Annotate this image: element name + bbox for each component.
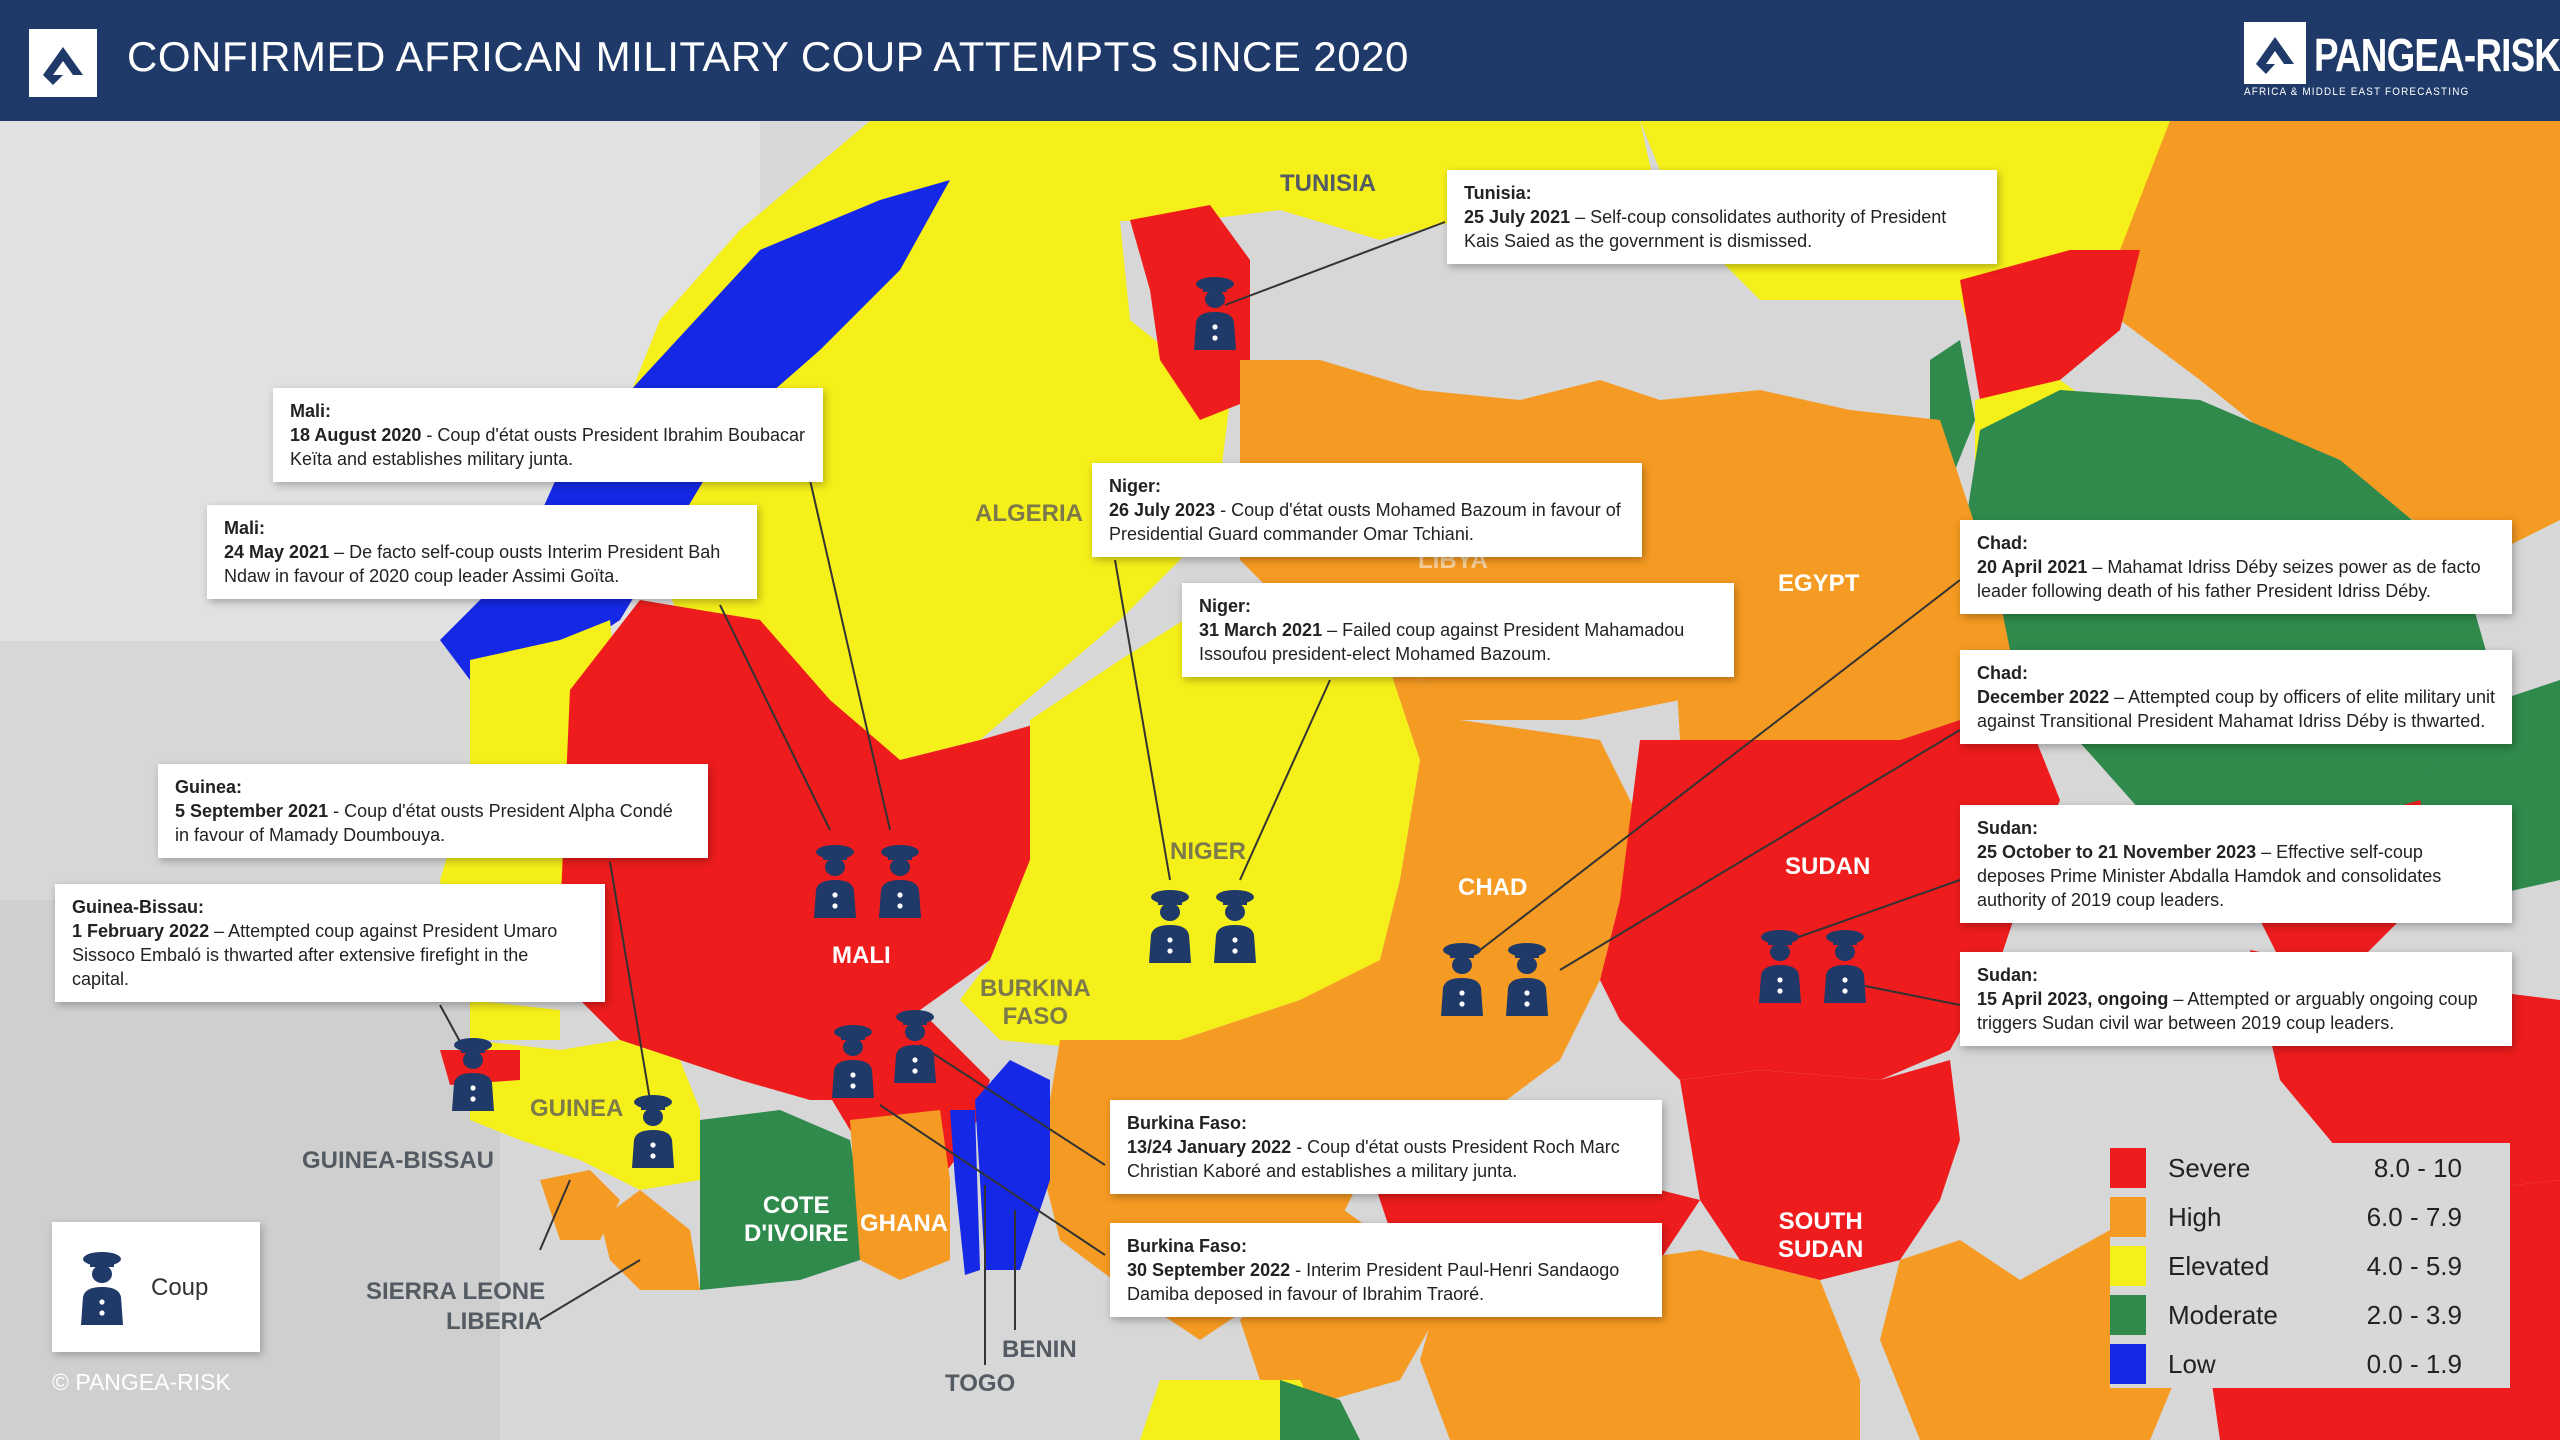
region-benin (975, 1060, 1050, 1270)
callout-chad-2021: Chad: 20 April 2021 – Mahamat Idriss Déb… (1960, 520, 2512, 614)
legend-row-moderate: Moderate 2.0 - 3.9 (2110, 1290, 2510, 1339)
region-uganda (1880, 1240, 2020, 1440)
label-cote-divoire: COTE D'IVOIRE (744, 1192, 849, 1247)
soldier-icon (1824, 930, 1866, 1003)
coup-key-label: Coup (151, 1274, 209, 1301)
label-algeria: ALGERIA (975, 500, 1083, 527)
label-liberia: LIBERIA (446, 1308, 542, 1335)
callout-mali-2020: Mali: 18 August 2020 - Coup d'état ousts… (273, 388, 823, 482)
brand-mark-icon (2244, 22, 2306, 84)
mali2-leader (719, 604, 831, 831)
pangea-logo-icon (29, 29, 97, 97)
legend-swatch (2110, 1148, 2146, 1188)
soldier-icon (632, 1095, 674, 1168)
region-egypt (1660, 390, 2020, 740)
legend-swatch (2110, 1197, 2146, 1237)
soldier-icon (452, 1038, 494, 1111)
copyright-text: © PANGEA-RISK (52, 1369, 231, 1395)
callout-niger-2023: Niger: 26 July 2023 - Coup d'état ousts … (1092, 463, 1642, 557)
sudan1-leader (1789, 879, 1961, 941)
label-togo: TOGO (945, 1370, 1016, 1397)
label-south-sudan: SOUTH SUDAN (1778, 1208, 1864, 1263)
legend-row-severe: Severe 8.0 - 10 (2110, 1143, 2510, 1192)
sudan2-leader (1859, 984, 1961, 1006)
region-south-sudan (1680, 1060, 1960, 1280)
legend-swatch (2110, 1295, 2146, 1335)
leader-lines (439, 221, 1961, 1365)
callout-sudan-2021: Sudan: 25 October to 21 November 2023 – … (1960, 805, 2512, 923)
burkina2-leader (879, 1104, 1106, 1256)
soldier-icon (1506, 943, 1548, 1016)
guinea-leader (609, 861, 651, 1101)
label-mali: MALI (832, 942, 891, 969)
region-tunisia (1130, 205, 1250, 420)
coup-key-box: Coup (52, 1222, 260, 1352)
label-guinea: GUINEA (530, 1095, 624, 1122)
region-turkey-iraq (2120, 121, 2560, 560)
sierra-leone-leader (539, 1179, 571, 1251)
callout-mali-2021: Mali: 24 May 2021 – De facto self-coup o… (207, 505, 757, 599)
soldier-icon (879, 845, 921, 918)
region-sudan (1600, 700, 2060, 1080)
niger2-leader (1239, 679, 1331, 881)
region-syria (1960, 250, 2140, 400)
callout-burkina-2022-sep: Burkina Faso: 30 September 2022 - Interi… (1110, 1223, 1662, 1317)
label-sierra-leone: SIERRA LEONE (366, 1278, 546, 1305)
brand-name: PANGEA-RISK (2314, 29, 2560, 81)
niger1-leader (1114, 559, 1171, 881)
callout-sudan-2023: Sudan: 15 April 2023, ongoing – Attempte… (1960, 952, 2512, 1046)
region-sierra-leone (540, 1170, 620, 1240)
legend-swatch (2110, 1344, 2146, 1384)
risk-legend: Severe 8.0 - 10 High 6.0 - 7.9 Elevated … (2110, 1143, 2510, 1388)
region-chad (1380, 640, 1640, 1160)
label-burkina-faso: BURKINA FASO (980, 975, 1091, 1030)
soldier-icon (1441, 943, 1483, 1016)
legend-row-high: High 6.0 - 7.9 (2110, 1192, 2510, 1241)
label-tunisia: TUNISIA (1280, 170, 1376, 197)
region-togo (950, 1110, 980, 1275)
label-chad: CHAD (1458, 874, 1528, 901)
region-senegal (470, 1000, 560, 1040)
legend-row-elevated: Elevated 4.0 - 5.9 (2110, 1241, 2510, 1290)
legend-row-low: Low 0.0 - 1.9 (2110, 1339, 2510, 1388)
liberia-leader (539, 1259, 641, 1321)
brand-tagline: AFRICA & MIDDLE EAST FORECASTING (2244, 86, 2470, 98)
header-bar: CONFIRMED AFRICAN MILITARY COUP ATTEMPTS… (0, 0, 2560, 121)
soldier-icon (1214, 890, 1256, 963)
callout-burkina-2022-jan: Burkina Faso: 13/24 January 2022 - Coup … (1110, 1100, 1662, 1194)
callout-chad-2022: Chad: December 2022 – Attempted coup by … (1960, 650, 2512, 744)
soldier-icon (894, 1010, 936, 1083)
callout-guinea: Guinea: 5 September 2021 - Coup d'état o… (158, 764, 708, 858)
mali1-leader (809, 479, 891, 831)
region-mali (560, 600, 1050, 1100)
callout-niger-2021: Niger: 31 March 2021 – Failed coup again… (1182, 583, 1734, 677)
label-ghana: GHANA (860, 1210, 948, 1237)
tunisia-leader (1224, 221, 1446, 306)
chad2-leader (1559, 729, 1961, 971)
region-eq-guinea (1280, 1380, 1360, 1440)
soldier-icon (1759, 930, 1801, 1003)
soldier-icon (832, 1025, 874, 1098)
page-title: CONFIRMED AFRICAN MILITARY COUP ATTEMPTS… (127, 33, 1409, 80)
label-niger: NIGER (1170, 838, 1247, 865)
region-ghana (850, 1110, 950, 1280)
soldier-icon (1149, 890, 1191, 963)
label-benin: BENIN (1002, 1336, 1077, 1363)
callout-tunisia: Tunisia: 25 July 2021 – Self-coup consol… (1447, 170, 1997, 264)
soldier-icon (814, 845, 856, 918)
soldier-icon (1194, 277, 1236, 350)
soldier-icon (81, 1252, 123, 1325)
label-egypt: EGYPT (1778, 570, 1860, 597)
region-niger (960, 610, 1420, 1050)
legend-swatch (2110, 1246, 2146, 1286)
region-cote-divoire (700, 1110, 860, 1290)
callout-guinea-bissau: Guinea-Bissau: 1 February 2022 – Attempt… (55, 884, 605, 1002)
label-guinea-bissau: GUINEA-BISSAU (302, 1147, 495, 1174)
burkina1-leader (919, 1044, 1106, 1166)
brand-logo: PANGEA-RISK AFRICA & MIDDLE EAST FORECAS… (2244, 22, 2560, 100)
region-liberia (600, 1190, 700, 1290)
label-sudan: SUDAN (1785, 853, 1871, 880)
chad1-leader (1479, 579, 1961, 951)
